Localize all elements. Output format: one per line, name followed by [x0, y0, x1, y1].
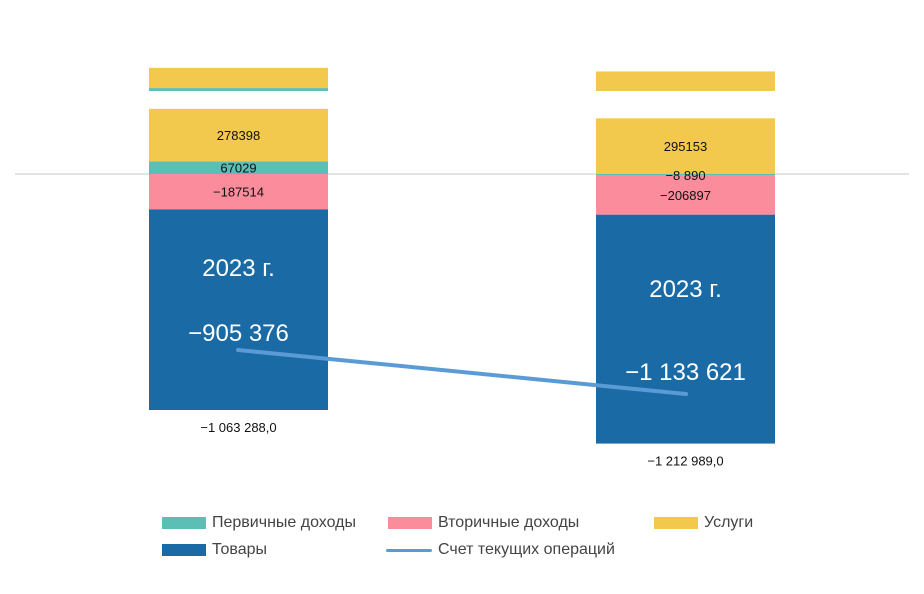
bar-2-segment-3	[596, 214, 775, 444]
bar-1-segment-3	[149, 209, 328, 411]
bar-1-label-0: 278398	[217, 128, 260, 143]
bar-1-segment-1	[149, 108, 328, 162]
bar-1-segment-2	[149, 174, 328, 210]
bar-1-top-fragment-0	[149, 88, 328, 91]
bar-2-segment-1	[596, 118, 775, 174]
bar-2-top-fragment-0	[596, 71, 775, 91]
bar-2-goods-total: −1 212 989,0	[647, 454, 723, 469]
bar-2-label-2: −206897	[660, 188, 711, 203]
bar-1-year-label: 2023 г.	[202, 255, 275, 282]
bar-2-label-0: 295153	[664, 139, 707, 154]
bar-2-label-1: −8 890	[665, 168, 705, 183]
bar-1-current-account-label: −905 376	[188, 320, 289, 347]
bar-1-segment-0	[149, 161, 328, 174]
bar-2-current-account-label: −1 133 621	[625, 359, 746, 386]
bar-2-year-label: 2023 г.	[649, 276, 722, 303]
bar-1-label-2: −187514	[213, 185, 264, 200]
bar-1-label-1: 67029	[220, 161, 256, 176]
current-account-line	[236, 348, 688, 396]
bar-2-segment-2	[596, 175, 775, 215]
bar-1-top-fragment-1	[149, 67, 328, 89]
bar-1-goods-total: −1 063 288,0	[200, 420, 276, 435]
bar-2-segment-0	[596, 174, 775, 176]
